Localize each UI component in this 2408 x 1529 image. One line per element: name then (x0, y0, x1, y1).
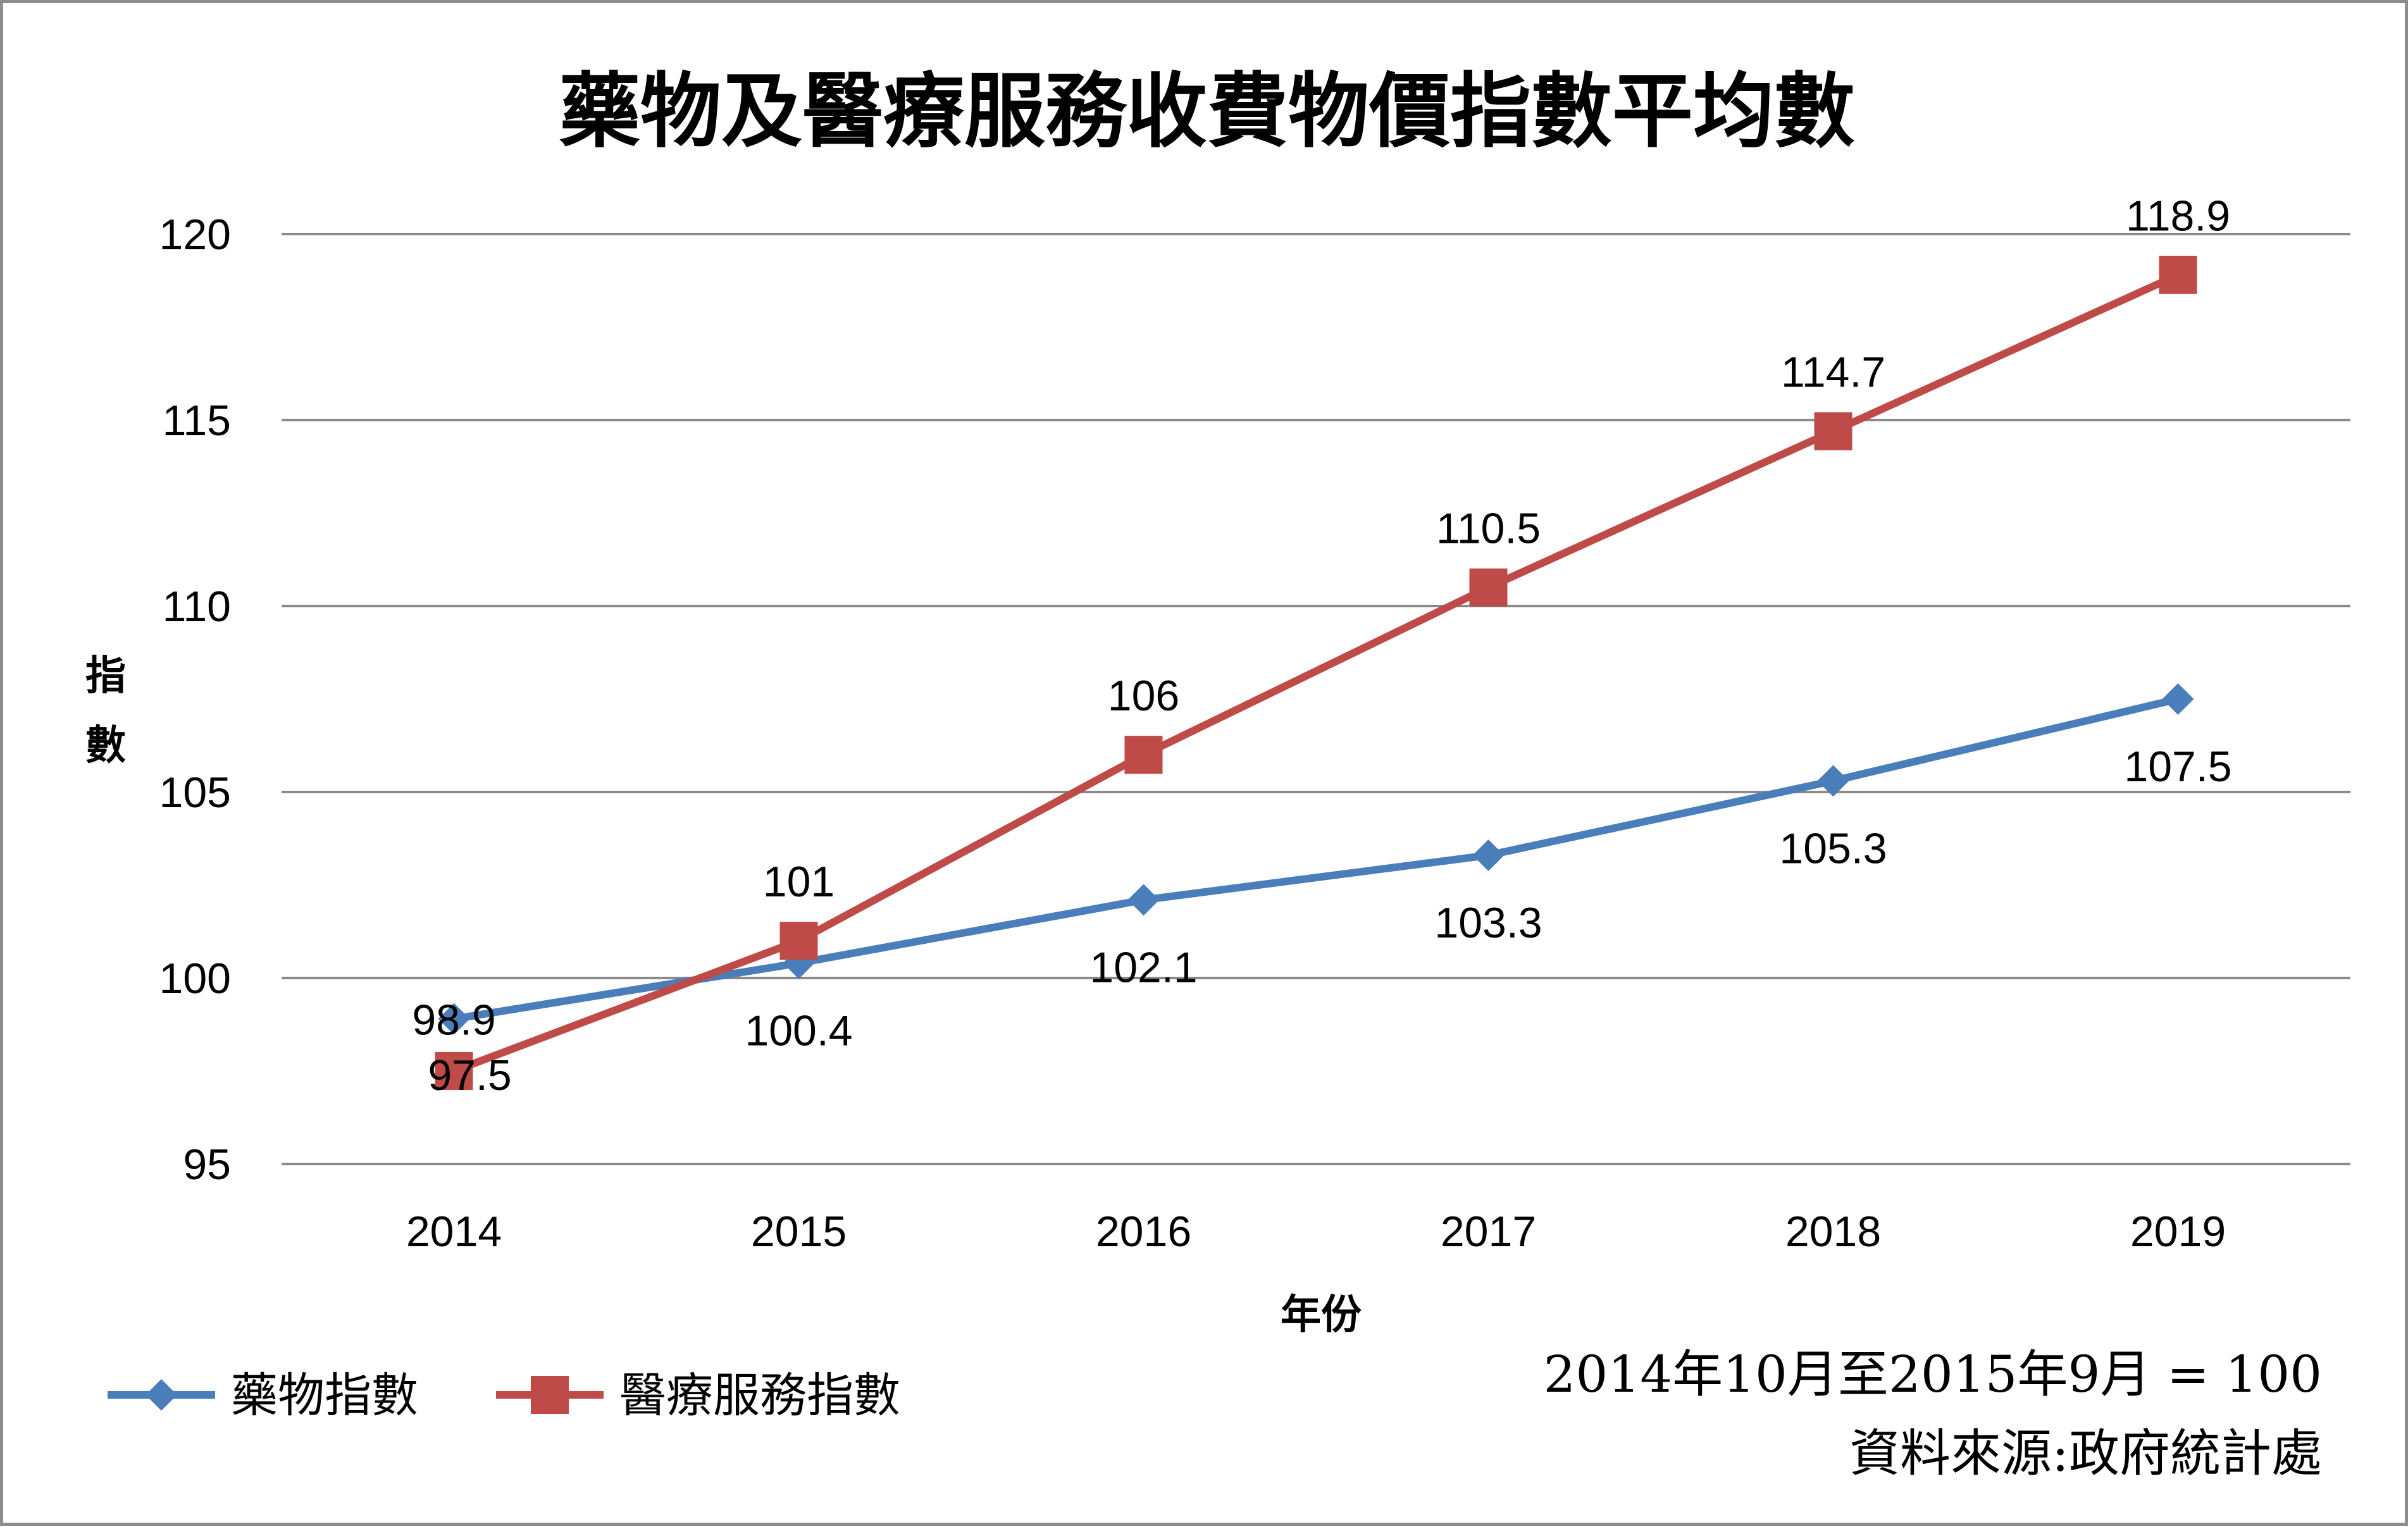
data-point-drug (438, 1003, 470, 1035)
series-line-drug (453, 695, 2179, 1023)
y-tick-label: 120 (159, 211, 231, 259)
y-tick-label: 95 (183, 1141, 231, 1189)
data-label-medical: 106 (1108, 672, 1179, 720)
data-label-medical: 110.5 (1436, 505, 1541, 553)
x-tick-label: 2019 (2130, 1208, 2226, 1256)
legend-item-medical: 醫療服務指數 (496, 1368, 900, 1423)
x-tick-label: 2015 (751, 1208, 847, 1256)
data-label-medical: 114.7 (1781, 349, 1885, 397)
data-point-medical (779, 922, 818, 960)
data-label-drug: 107.5 (2124, 743, 2231, 791)
data-point-medical (2159, 256, 2197, 294)
data-label-drug: 103.3 (1434, 899, 1542, 947)
y-tick-label: 100 (159, 955, 231, 1003)
legend-label-drug: 藥物指數 (231, 1368, 418, 1423)
data-label-drug: 105.3 (1779, 824, 1887, 872)
x-tick-label: 2018 (1785, 1208, 1881, 1256)
x-axis-ticks: 2014 2015 2016 2017 2018 2019 (406, 1208, 2226, 1256)
legend-item-drug: 藥物指數 (108, 1368, 418, 1423)
data-point-medical (1469, 568, 1508, 607)
x-tick-label: 2017 (1441, 1208, 1536, 1256)
series-drug (438, 683, 2194, 1035)
y-axis-title: 指數 (85, 652, 126, 769)
x-tick-label: 2016 (1096, 1208, 1191, 1256)
legend-label-medical: 醫療服務指數 (619, 1368, 900, 1423)
y-tick-label: 105 (159, 769, 231, 817)
legend: 藥物指數 醫療服務指數 (108, 1368, 900, 1423)
series-line-medical (452, 271, 2180, 1075)
x-axis-title: 年份 (1281, 1291, 1362, 1339)
legend-marker-drug (146, 1379, 177, 1411)
data-label-drug: 102.1 (1089, 944, 1197, 992)
data-label-medical: 118.9 (2126, 192, 2230, 240)
gridlines (282, 233, 2350, 1165)
data-point-medical (435, 1052, 473, 1090)
data-point-drug (1817, 765, 1849, 797)
data-label-medical: 97.5 (428, 1051, 511, 1099)
chart-title: 藥物及醫療服務收費物價指數平均數 (559, 64, 1855, 159)
base-period-note: 2014年10月至2015年9月 = 100 (1544, 1345, 2322, 1404)
data-label-drug: 98.9 (412, 996, 495, 1044)
legend-marker-medical (531, 1376, 569, 1414)
x-tick-label: 2014 (406, 1208, 502, 1256)
source-note: 資料來源:政府統計處 (1849, 1424, 2322, 1483)
data-label-medical: 101 (763, 858, 835, 906)
series-lines (435, 256, 2197, 1090)
data-point-drug (1472, 839, 1505, 871)
series-medical (435, 256, 2197, 1090)
y-tick-label: 110 (163, 583, 231, 631)
data-point-drug (1127, 884, 1160, 916)
data-label-drug: 100.4 (745, 1006, 852, 1055)
y-tick-label: 115 (163, 397, 231, 445)
data-labels: 98.9 100.4 102.1 103.3 105.3 107.5 97.5 101 106 1… (412, 192, 2231, 1099)
y-axis-ticks: 95 100 105 110 115 120 (159, 211, 231, 1189)
data-point-drug (2162, 683, 2194, 715)
data-point-medical (1814, 412, 1853, 450)
data-point-medical (1124, 736, 1163, 774)
